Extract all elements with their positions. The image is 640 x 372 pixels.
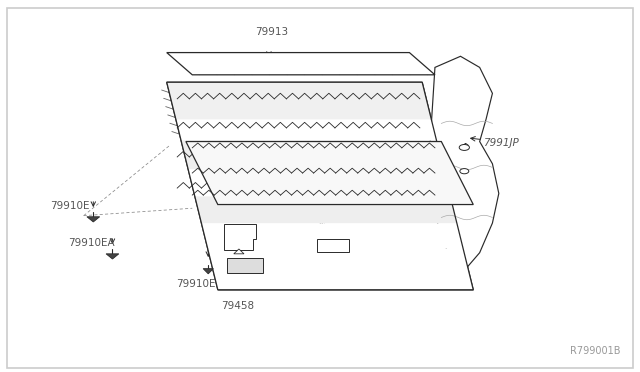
Circle shape xyxy=(460,169,468,174)
Text: 79910EB: 79910EB xyxy=(176,279,223,289)
Circle shape xyxy=(460,144,469,150)
Bar xyxy=(227,258,262,273)
Polygon shape xyxy=(207,248,473,290)
Polygon shape xyxy=(87,217,100,222)
Polygon shape xyxy=(167,52,435,75)
Text: 79913: 79913 xyxy=(255,27,289,37)
Text: R799001B: R799001B xyxy=(570,346,620,356)
Polygon shape xyxy=(176,119,436,140)
Polygon shape xyxy=(186,141,473,205)
Polygon shape xyxy=(195,196,457,223)
Text: 7991JP: 7991JP xyxy=(483,138,518,148)
Text: 79900P: 79900P xyxy=(304,279,343,289)
Text: 79458: 79458 xyxy=(221,301,254,311)
Bar xyxy=(317,239,349,252)
Text: 79910EA: 79910EA xyxy=(68,238,115,248)
Polygon shape xyxy=(167,82,431,119)
Text: 79910E: 79910E xyxy=(51,201,90,211)
Polygon shape xyxy=(106,254,119,259)
Polygon shape xyxy=(181,140,444,169)
Polygon shape xyxy=(234,249,244,254)
Polygon shape xyxy=(202,223,463,248)
Text: 79172P: 79172P xyxy=(349,161,388,171)
Polygon shape xyxy=(188,169,451,196)
Polygon shape xyxy=(203,269,213,274)
Polygon shape xyxy=(167,82,473,290)
Polygon shape xyxy=(429,56,499,267)
Polygon shape xyxy=(224,224,256,250)
